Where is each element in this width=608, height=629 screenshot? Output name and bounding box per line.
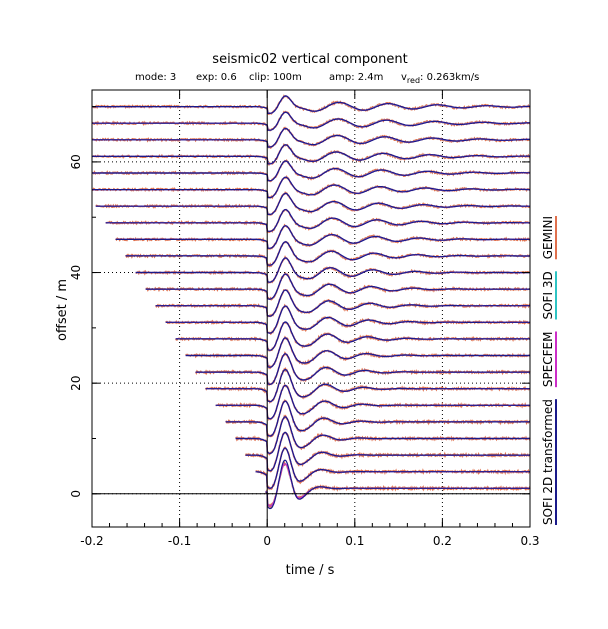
- trace-sofi-2d-transformed: [195, 353, 530, 386]
- trace-sofi-2d-transformed: [155, 289, 530, 317]
- chart-subtitle-amp: amp: 2.4m: [329, 72, 383, 83]
- trace-gemini: [194, 351, 531, 387]
- chart-subtitle-vred: vred: 0.263km/s: [401, 72, 479, 85]
- plot-frame: [91, 89, 531, 528]
- trace-sofi-3d: [205, 368, 530, 403]
- trace-sofi-2d-transformed: [185, 337, 530, 368]
- trace-sofi-3d: [155, 289, 530, 317]
- trace-sofi-2d-transformed: [245, 431, 530, 472]
- y-tick-label: 0: [69, 490, 83, 498]
- trace-sofi-3d: [105, 209, 530, 233]
- trace-gemini: [125, 240, 531, 268]
- trace-sofi-2d-transformed: [215, 384, 530, 420]
- trace-sofi-3d: [125, 241, 530, 266]
- trace-gemini: [265, 460, 531, 510]
- trace-gemini: [135, 255, 531, 284]
- legend-label-sofi-2d-transformed: SOFI 2D transformed: [541, 399, 555, 525]
- trace-sofi-2d-transformed: [105, 208, 530, 232]
- chart-title: seismic02 vertical component: [212, 52, 407, 67]
- trace-sofi-2d-transformed: [205, 368, 530, 403]
- y-tick-label: 20: [69, 376, 83, 391]
- x-tick-label: 0.3: [520, 534, 539, 548]
- legend: SOFI 2D transformed SPECFEM SOFI 3D GEMINI: [541, 216, 557, 525]
- vred-subscript: red: [407, 76, 420, 85]
- vred-value: : 0.263km/s: [420, 72, 479, 83]
- legend-label-gemini: GEMINI: [541, 216, 555, 259]
- vred-symbol: v: [401, 72, 407, 83]
- trace-specfem: [185, 337, 530, 368]
- trace-gemini: [105, 208, 530, 234]
- trace-sofi-3d: [115, 225, 530, 249]
- trace-sofi-2d-transformed: [165, 305, 530, 334]
- x-tick-label: -0.1: [168, 534, 191, 548]
- trace-sofi-3d: [185, 337, 530, 368]
- trace-sofi-2d-transformed: [115, 225, 530, 249]
- trace-specfem: [115, 225, 530, 249]
- trace-specfem: [125, 241, 530, 266]
- trace-sofi-2d-transformed: [92, 144, 530, 165]
- x-tick-label: 0: [263, 534, 271, 548]
- trace-sofi-2d-transformed: [125, 241, 530, 266]
- y-tick-label: 60: [69, 154, 83, 169]
- x-tick-label: 0.2: [433, 534, 452, 548]
- trace-sofi-2d-transformed: [95, 192, 530, 216]
- trace-sofi-2d-transformed: [92, 95, 531, 114]
- chart-subtitle-mode: mode: 3: [135, 72, 176, 83]
- trace-sofi-3d: [265, 463, 530, 507]
- trace-sofi-2d-transformed: [265, 459, 530, 510]
- trace-gemini: [204, 367, 531, 404]
- trace-sofi-2d-transformed: [225, 400, 530, 437]
- trace-gemini: [115, 223, 531, 250]
- y-axis-label: offset / m: [55, 279, 70, 341]
- legend-label-specfem: SPECFEM: [541, 332, 555, 388]
- y-tick-label: 40: [69, 265, 83, 280]
- trace-gemini: [155, 289, 531, 318]
- legend-label-sofi-3d: SOFI 3D: [541, 271, 555, 319]
- trace-layer: [91, 94, 531, 510]
- trace-gemini: [145, 271, 531, 301]
- trace-gemini: [185, 335, 531, 370]
- trace-sofi-2d-transformed: [175, 321, 530, 351]
- trace-specfem: [265, 463, 530, 507]
- trace-specfem: [205, 368, 530, 403]
- axes-layer: -0.2 -0.1 0 0.1 0.2 0.3 0 20 40 60: [69, 89, 540, 548]
- trace-sofi-2d-transformed: [145, 273, 530, 300]
- x-tick-label: -0.2: [80, 534, 103, 548]
- chart-subtitle-clip: clip: 100m: [249, 72, 302, 83]
- trace-specfem: [135, 257, 530, 283]
- trace-specfem: [155, 289, 530, 317]
- trace-gemini: [175, 321, 531, 352]
- chart-subtitle-exp: exp: 0.6: [196, 72, 237, 83]
- x-tick-label: 0.1: [345, 534, 364, 548]
- trace-sofi-2d-transformed: [92, 127, 531, 148]
- trace-sofi-3d: [135, 257, 531, 283]
- trace-specfem: [105, 209, 530, 233]
- trace-sofi-2d-transformed: [135, 257, 530, 283]
- trace-sofi-2d-transformed: [92, 111, 531, 131]
- trace-sofi-2d-transformed: [92, 160, 531, 182]
- x-axis-label: time / s: [286, 563, 335, 578]
- trace-sofi-2d-transformed: [235, 416, 530, 455]
- trace-sofi-2d-transformed: [92, 176, 530, 199]
- trace-sofi-2d-transformed: [255, 447, 530, 489]
